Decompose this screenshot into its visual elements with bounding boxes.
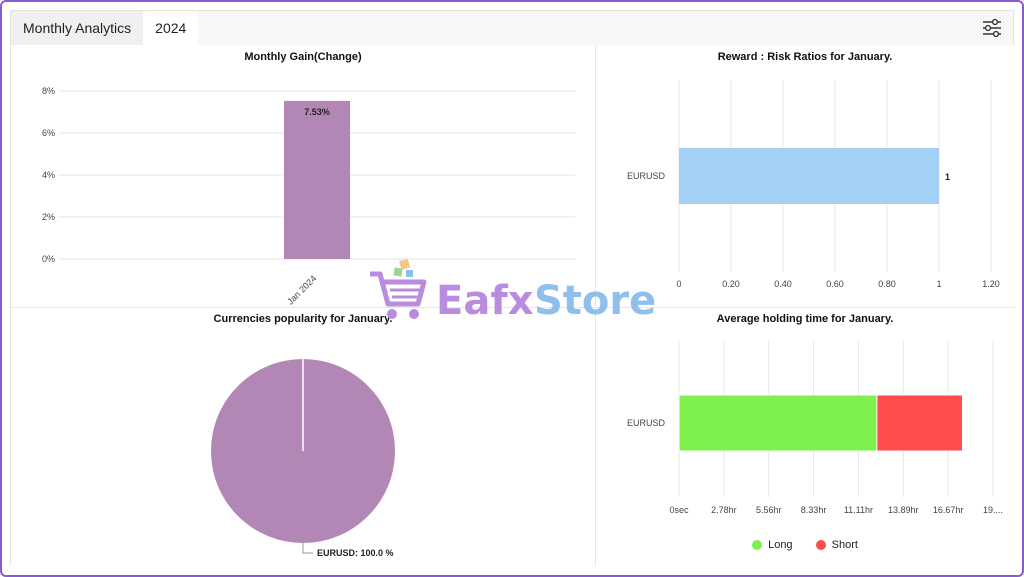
x-tick-label: 2.78hr: [711, 505, 737, 515]
pie-leader-line: [302, 543, 313, 554]
reward-bar: [679, 148, 939, 204]
x-tick-label: 0sec: [669, 505, 689, 515]
x-tick-label: Jan 2024: [285, 273, 318, 306]
chart-title: Currencies popularity for January.: [213, 313, 393, 325]
monthly-gain-chart: Monthly Gain(Change) 0% 2% 4% 6% 8% 7.53% Jan …: [11, 45, 595, 307]
legend-dot-long: [752, 540, 763, 550]
y-tick-label: 0%: [42, 254, 55, 264]
y-category-label: EURUSD: [627, 171, 666, 181]
analytics-panel: Monthly Analytics 2024 Monthly Gain(Chan…: [10, 10, 1015, 566]
x-tick-label: 13.89hr: [888, 505, 919, 515]
y-category-label: EURUSD: [627, 418, 666, 428]
legend-label-long: Long: [768, 539, 793, 551]
holding-legend: Long Short: [595, 539, 1015, 553]
x-tick-label: 16.67hr: [933, 505, 964, 515]
watermark-text-store: Store: [534, 278, 656, 324]
chart-title: Average holding time for January.: [716, 313, 894, 325]
chart-title: Monthly Gain(Change): [244, 51, 362, 63]
sliders-icon[interactable]: [981, 17, 1003, 39]
x-tick-label: 0.20: [722, 279, 740, 289]
x-tick-label: 5.56hr: [756, 505, 782, 515]
bar-data-label: 1: [945, 172, 950, 182]
x-tick-label: 8.33hr: [801, 505, 827, 515]
x-tick-label: 1.20: [982, 279, 1000, 289]
x-tick-label: 0.80: [878, 279, 896, 289]
watermark-text-eafx: Eafx: [436, 278, 534, 324]
y-tick-label: 4%: [42, 170, 55, 180]
reward-risk-chart: Reward : Risk Ratios for January. 0 0.20 0…: [595, 45, 1015, 307]
avg-holding-chart: Average holding time for January. 0sec 2.…: [595, 307, 1015, 566]
x-tick-label: 11.11hr: [844, 505, 873, 515]
x-tick-label: 0: [676, 279, 681, 289]
x-tick-label: 0.60: [826, 279, 844, 289]
monthly-gain-svg: 0% 2% 4% 6% 8% 7.53% Jan 2024: [42, 86, 575, 307]
tab-bar: Monthly Analytics 2024: [11, 11, 1015, 45]
legend-dot-short: [815, 540, 826, 550]
reward-risk-svg: 0 0.20 0.40 0.60 0.80 1 1.20 1 EURUSD: [627, 81, 1000, 289]
x-tick-label: 19....: [983, 505, 1003, 515]
charts-area: Monthly Gain(Change) 0% 2% 4% 6% 8% 7.53% Jan …: [11, 45, 1015, 566]
pie-data-label: EURUSD: 100.0 %: [317, 548, 394, 558]
shopping-cart-icon: [370, 258, 427, 319]
vertical-divider: [595, 45, 596, 566]
x-tick-label: 0.40: [774, 279, 792, 289]
legend-item-short[interactable]: Short: [815, 539, 858, 551]
bar-data-label: 7.53%: [304, 107, 330, 117]
currency-popularity-chart: Currencies popularity for January. EURUS…: [11, 307, 595, 566]
avg-holding-svg: 0sec 2.78hr 5.56hr 8.33hr 11.11hr 13.89hr 16.6…: [627, 341, 1003, 515]
chart-title: Reward : Risk Ratios for January.: [717, 51, 893, 63]
legend-item-long[interactable]: Long: [752, 539, 793, 551]
legend-label-short: Short: [831, 539, 858, 551]
holding-bar-long: [678, 394, 878, 452]
y-tick-label: 2%: [42, 212, 55, 222]
y-tick-label: 8%: [42, 86, 55, 96]
tab-monthly-analytics[interactable]: Monthly Analytics: [11, 11, 144, 45]
y-tick-label: 6%: [42, 128, 55, 138]
eafx-store-watermark: Eafx Store: [366, 256, 658, 328]
year-selector[interactable]: 2024: [143, 11, 199, 45]
holding-bar-short: [876, 394, 963, 452]
x-tick-label: 1: [936, 279, 941, 289]
currency-pie-svg: EURUSD: 100.0 %: [211, 359, 395, 558]
horizontal-divider: [11, 307, 1015, 308]
gain-bar: [284, 100, 350, 259]
